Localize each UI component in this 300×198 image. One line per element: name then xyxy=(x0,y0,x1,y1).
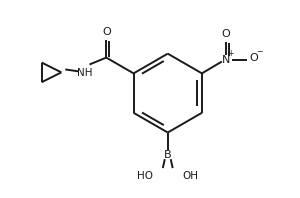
Text: O: O xyxy=(249,53,258,63)
Text: −: − xyxy=(256,47,262,56)
Text: O: O xyxy=(221,29,230,39)
Text: N: N xyxy=(222,55,230,65)
Text: HO: HO xyxy=(137,171,153,181)
Text: B: B xyxy=(164,150,172,160)
Text: O: O xyxy=(102,27,111,37)
Text: +: + xyxy=(228,49,234,58)
Text: NH: NH xyxy=(77,69,92,78)
Text: OH: OH xyxy=(182,171,199,181)
